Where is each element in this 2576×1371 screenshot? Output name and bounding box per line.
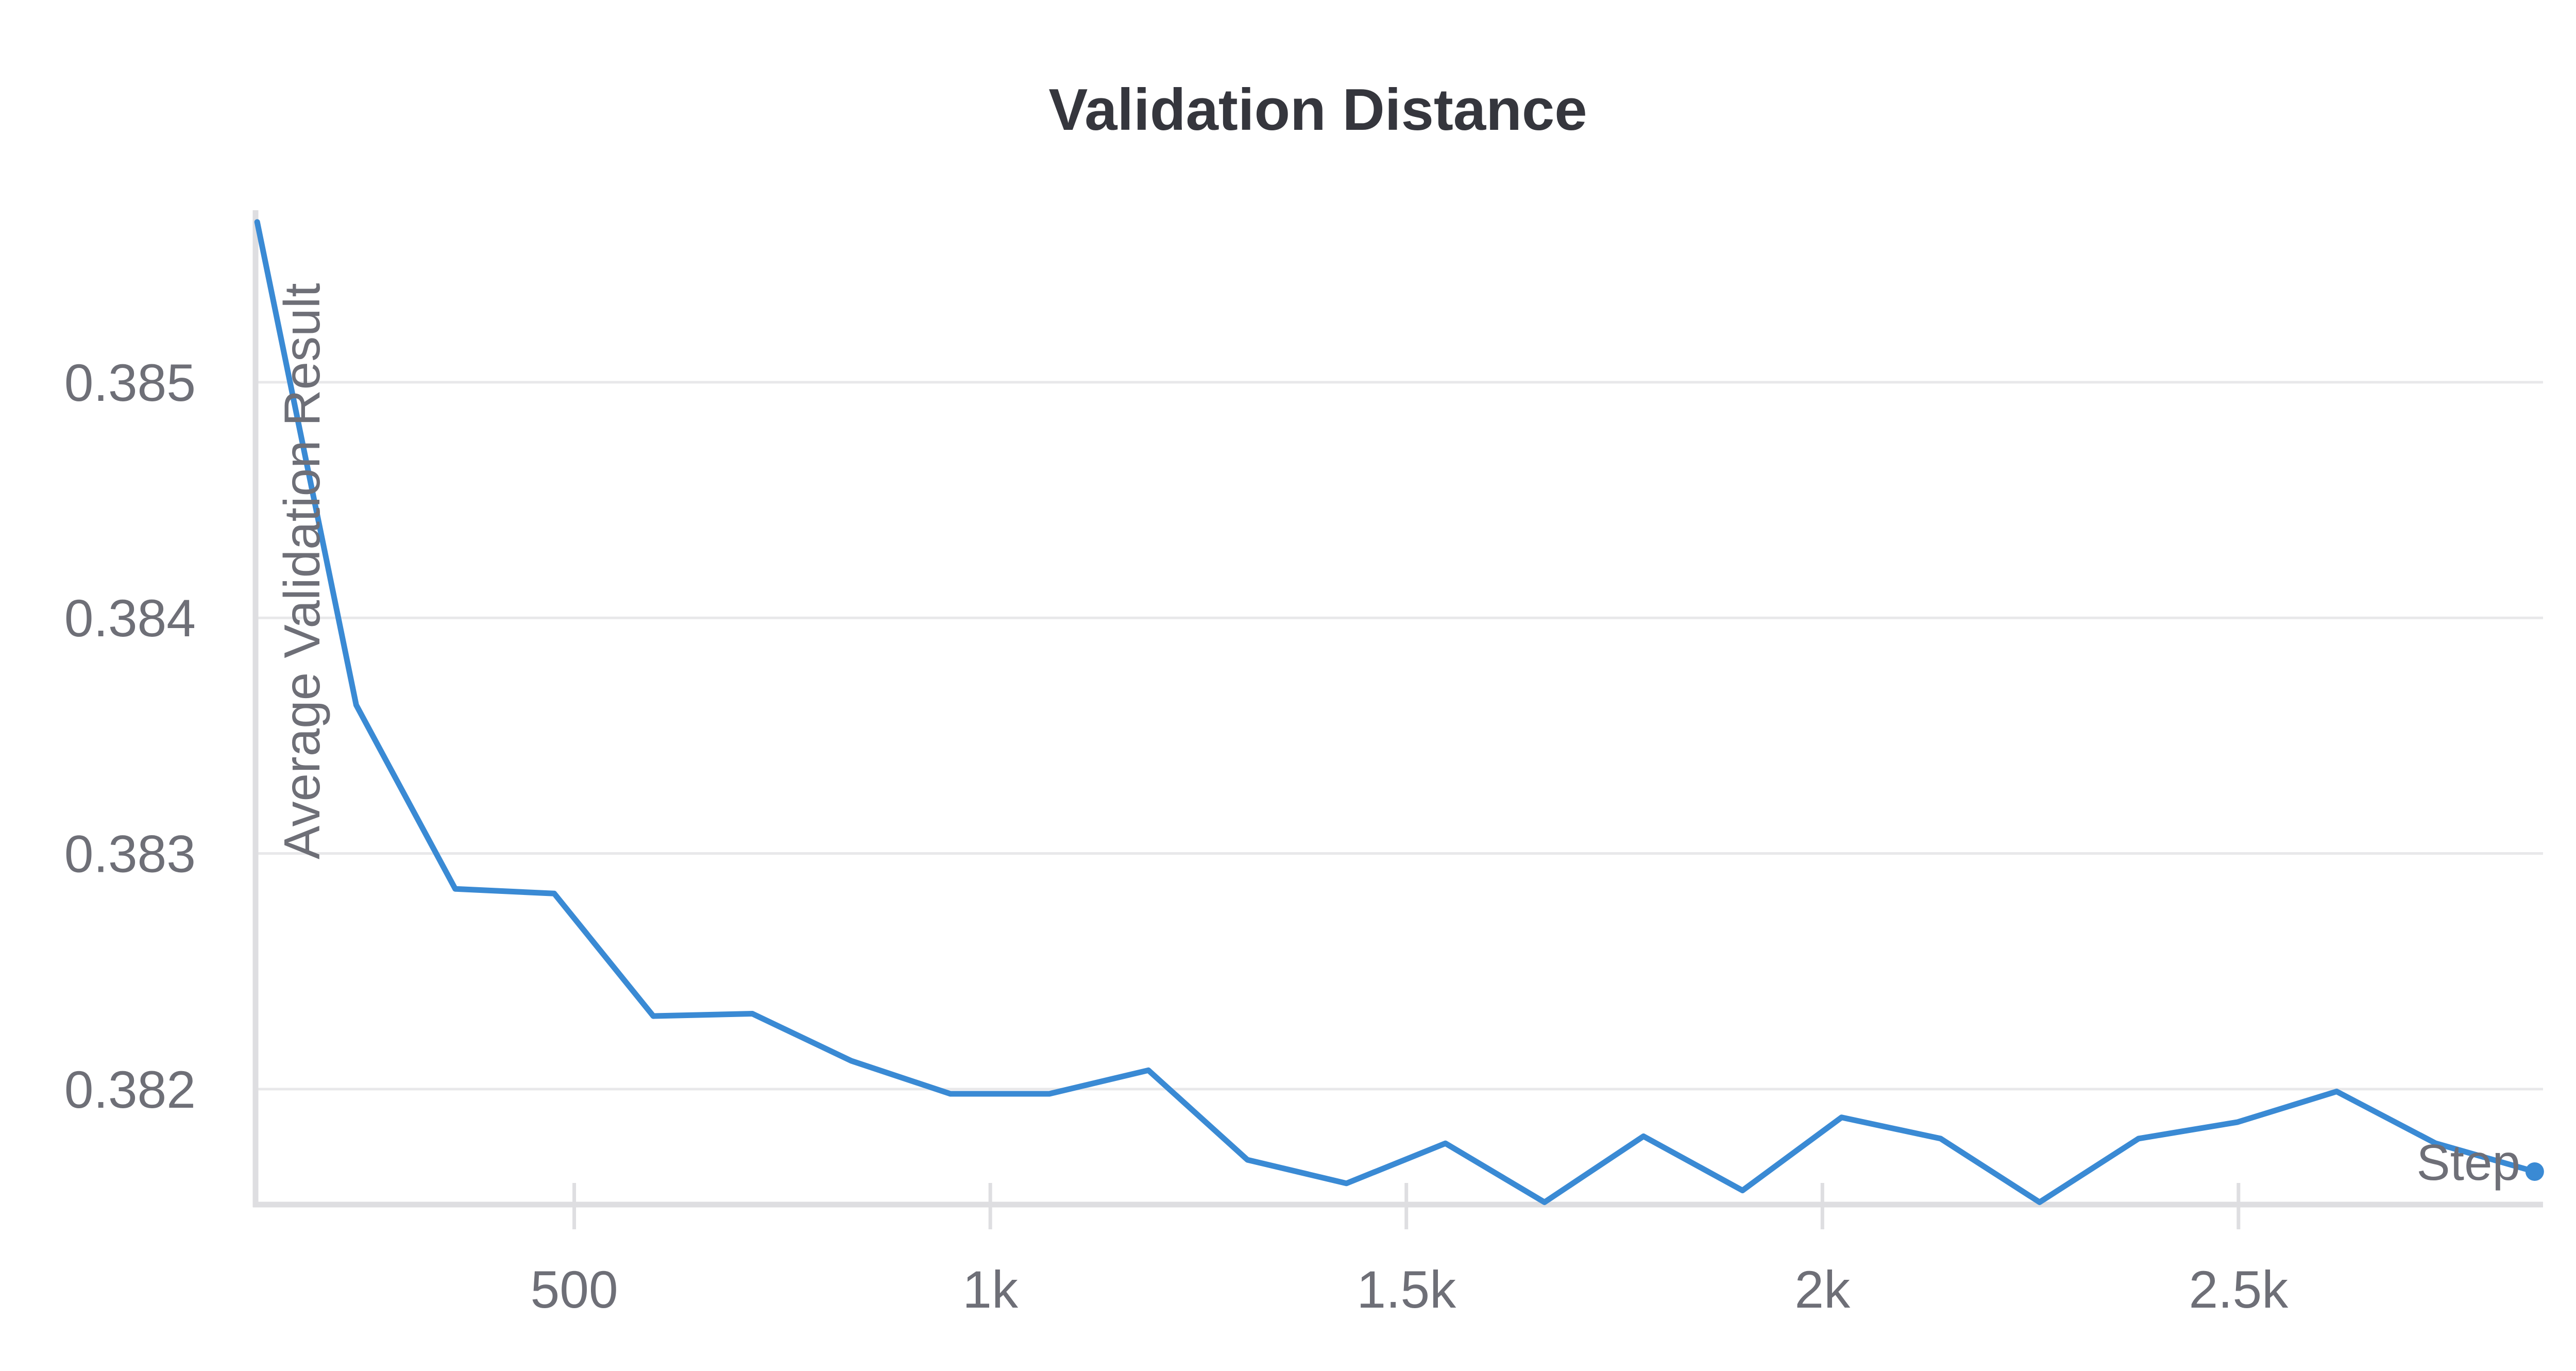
label-layer: 0.382 0.383 0.384 0.385 500 1k 1.5k 2k 2.5k Avera…: [64, 283, 2520, 1319]
y-tick-label: 0.384: [64, 589, 196, 648]
series-layer: [254, 219, 2544, 1205]
chart-title: Validation Distance: [1048, 77, 1587, 143]
x-tick-label: 2k: [1794, 1260, 1851, 1319]
axis-layer: [252, 210, 2543, 1229]
y-axis-label: Average Validation Result: [274, 283, 330, 859]
grid-layer: [256, 381, 2543, 1091]
x-tick-label: 2.5k: [2189, 1260, 2289, 1319]
last-point-marker: [2525, 1162, 2544, 1181]
x-tick-label: 1k: [962, 1260, 1019, 1319]
x-tick-label: 500: [531, 1260, 618, 1319]
y-tick-label: 0.382: [64, 1060, 196, 1119]
y-tick-label: 0.385: [64, 353, 196, 412]
series-line: [254, 219, 2538, 1205]
x-tick-label: 1.5k: [1357, 1260, 1456, 1319]
x-axis-label: Step: [2416, 1134, 2520, 1191]
y-tick-label: 0.383: [64, 825, 196, 884]
